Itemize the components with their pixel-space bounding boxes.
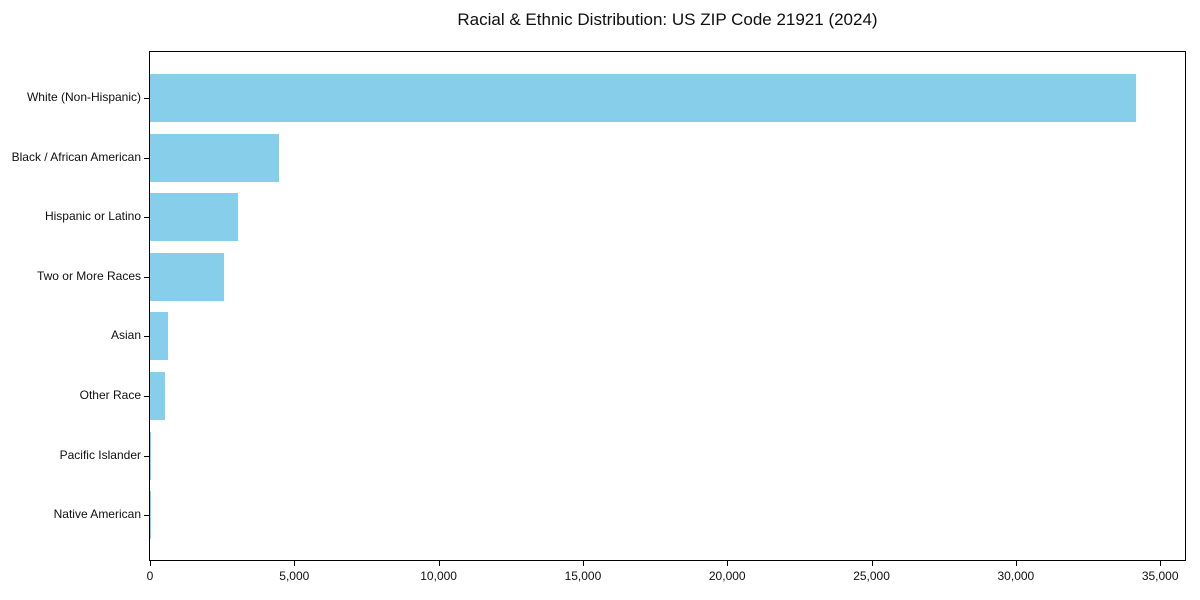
y-tick-hispanic-or-latino (144, 217, 149, 219)
y-axis-labels: White (Non-Hispanic) Black / African Amer… (0, 51, 141, 561)
x-tick-label-35000: 35,000 (1141, 569, 1179, 583)
y-tick-label-pacific-islander: Pacific Islander (59, 447, 141, 462)
chart-title: Racial & Ethnic Distribution: US ZIP Cod… (457, 10, 878, 29)
bar-two-or-more-races (150, 252, 224, 301)
x-tick-30000 (1015, 561, 1017, 566)
x-tick-label-0: 0 (146, 569, 154, 583)
x-tick-10000 (438, 561, 440, 566)
y-tick-label-black-african-american: Black / African American (11, 149, 141, 164)
y-tick-label-asian: Asian (110, 328, 141, 343)
bar-black-african-american (150, 133, 279, 182)
y-tick-pacific-islander (144, 455, 149, 457)
y-tick-label-two-or-more-races: Two or More Races (36, 268, 141, 283)
x-tick-0 (150, 561, 151, 566)
bar-asian (150, 312, 168, 361)
x-tick-15000 (582, 561, 584, 566)
x-tick-label-25000: 25,000 (853, 569, 890, 583)
x-tick-5000 (294, 561, 296, 566)
y-tick-white-non-hispanic (144, 98, 149, 99)
x-tick-label-30000: 30,000 (997, 569, 1035, 583)
y-tick-native-american (144, 515, 149, 517)
bar-other-race (150, 372, 165, 420)
plot-area (144, 51, 1186, 561)
y-tick-two-or-more-races (144, 276, 149, 278)
y-tick-black-african-american (144, 157, 149, 159)
y-tick-label-other-race: Other Race (79, 388, 141, 402)
bar-white-non-hispanic (150, 74, 1137, 122)
x-axis: 0 5,000 10,000 15,000 20,000 25,000 30,000 35,0… (146, 561, 1185, 591)
bar-pacific-islander (150, 431, 152, 480)
y-tick-label-white-non-hispanic: White (Non-Hispanic) (26, 90, 141, 104)
x-tick-label-15000: 15,000 (564, 569, 602, 583)
x-tick-label-10000: 10,000 (420, 569, 457, 583)
y-tick-asian (144, 336, 149, 338)
bar-hispanic-or-latino (150, 193, 238, 242)
y-tick-label-hispanic-or-latino: Hispanic or Latino (44, 209, 141, 224)
x-tick-label-20000: 20,000 (708, 569, 746, 583)
x-tick-35000 (1160, 561, 1162, 566)
x-tick-20000 (727, 561, 729, 566)
y-tick-other-race (144, 396, 149, 397)
y-tick-label-native-american: Native American (53, 507, 141, 522)
x-tick-label-5000: 5,000 (279, 569, 310, 583)
x-tick-25000 (871, 561, 873, 566)
